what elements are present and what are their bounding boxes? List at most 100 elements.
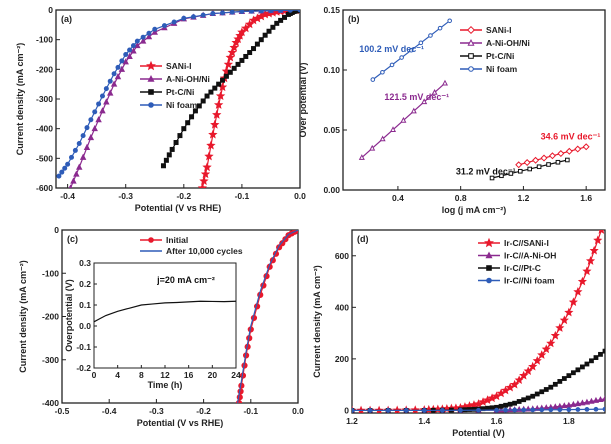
x-tick-label: 1.2: [518, 193, 530, 203]
data-point: [210, 119, 220, 129]
data-point: [73, 170, 80, 177]
series-Ni foam: [56, 10, 300, 179]
data-point: [87, 133, 95, 141]
data-point: [208, 129, 218, 139]
legend-entry: A-Ni-OH/Ni: [166, 74, 210, 84]
x-tick-label: 0.0: [294, 191, 306, 201]
series-Pt-C/Ni: [489, 157, 570, 181]
x-axis-label: log (j mA cm⁻²): [442, 205, 506, 215]
data-point: [552, 403, 559, 410]
data-point: [370, 77, 376, 82]
data-point: [223, 73, 229, 79]
data-point: [197, 183, 208, 188]
x-axis-label: Potential (V): [452, 428, 505, 438]
panel-label: (b): [348, 14, 360, 24]
legend-marker: [148, 237, 154, 243]
data-point: [489, 175, 495, 181]
data-point: [585, 256, 596, 265]
data-point: [189, 114, 195, 120]
data-point: [593, 355, 599, 360]
y-tick-label: 0.00: [323, 185, 340, 195]
inset-series-line: [93, 300, 237, 323]
y-tick-label: -400: [42, 398, 59, 408]
data-point: [282, 14, 288, 20]
x-tick-label: 1.2: [346, 416, 358, 426]
data-point: [508, 171, 514, 176]
series-After 10,000 cycles: [236, 230, 298, 403]
inset-x-tick-label: 4: [115, 370, 120, 380]
data-point: [516, 399, 522, 404]
data-point: [575, 367, 581, 373]
legend-marker: [486, 265, 492, 271]
data-point: [72, 147, 78, 153]
data-point: [200, 169, 211, 179]
data-point: [561, 376, 567, 381]
legend-entry: Ir-C//A-Ni-OH: [504, 251, 556, 261]
data-point: [208, 89, 214, 95]
y-tick-label: 200: [335, 354, 349, 364]
data-point: [550, 330, 560, 340]
data-point: [536, 164, 542, 170]
data-point: [56, 173, 62, 179]
legend-marker: [148, 89, 154, 95]
data-point: [534, 391, 540, 397]
inset-annotation: j=20 mA cm⁻²: [156, 275, 215, 285]
data-point: [570, 400, 577, 407]
y-tick-label: 0: [344, 405, 349, 415]
data-point: [216, 81, 222, 87]
legend-marker: [484, 237, 494, 248]
data-point: [118, 65, 126, 72]
series-Initial: [235, 230, 298, 403]
inset-x-tick-label: 12: [160, 370, 170, 380]
y-tick-label: 0.05: [323, 125, 340, 135]
data-point: [119, 58, 125, 64]
data-point: [543, 404, 550, 411]
data-point: [352, 408, 355, 413]
data-point: [575, 407, 581, 412]
data-point: [204, 93, 210, 99]
panel-label: (a): [61, 14, 72, 24]
series-SANi-I: [515, 143, 590, 169]
plot-area: [235, 230, 298, 403]
legend-marker: [467, 39, 475, 46]
data-point: [602, 348, 605, 354]
data-point: [192, 108, 198, 114]
data-point: [499, 173, 504, 179]
series-line: [236, 230, 298, 403]
data-point: [601, 395, 605, 402]
data-point: [160, 163, 166, 169]
data-point: [546, 338, 556, 348]
data-point: [584, 361, 590, 367]
y-tick-label: 600: [335, 251, 349, 261]
data-point: [247, 50, 253, 56]
x-tick-label: 1.6: [491, 416, 503, 426]
data-point: [358, 154, 365, 160]
data-point: [521, 397, 527, 403]
chart-panel-2: -0.5 -0.4 -0.3 -0.2 -0.1 0.0 0 -100 -200 -300 -400…: [18, 225, 304, 428]
data-point: [70, 177, 77, 184]
data-point: [134, 41, 141, 49]
data-point: [106, 89, 114, 96]
data-point: [274, 20, 280, 26]
data-point: [597, 396, 604, 403]
x-tick-label: -0.4: [102, 406, 117, 416]
data-point: [258, 37, 264, 43]
data-point: [410, 405, 420, 413]
data-point: [95, 116, 102, 123]
legend-marker: [147, 75, 155, 82]
data-point: [210, 11, 216, 17]
data-point: [552, 381, 558, 387]
data-point: [379, 135, 386, 142]
y-tick-label: 400: [335, 302, 349, 312]
data-point: [512, 400, 518, 406]
data-point: [589, 245, 599, 255]
legend-marker: [468, 66, 474, 72]
data-point: [579, 399, 586, 406]
data-point: [380, 69, 385, 75]
data-point: [212, 85, 218, 91]
data-point: [525, 395, 531, 401]
x-tick-label: 0.0: [292, 406, 304, 416]
data-point: [458, 407, 463, 413]
data-point: [582, 266, 592, 276]
